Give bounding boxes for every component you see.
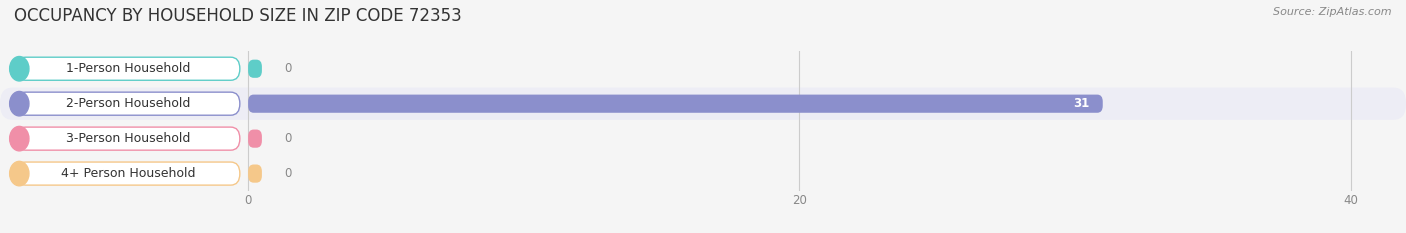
FancyBboxPatch shape (17, 57, 240, 80)
Text: 2-Person Household: 2-Person Household (66, 97, 190, 110)
Circle shape (10, 57, 30, 81)
Text: 31: 31 (1073, 97, 1090, 110)
FancyBboxPatch shape (247, 164, 262, 183)
Text: Source: ZipAtlas.com: Source: ZipAtlas.com (1274, 7, 1392, 17)
FancyBboxPatch shape (0, 88, 1406, 120)
FancyBboxPatch shape (17, 92, 240, 115)
FancyBboxPatch shape (0, 158, 1406, 190)
Text: 3-Person Household: 3-Person Household (66, 132, 190, 145)
FancyBboxPatch shape (247, 95, 1102, 113)
FancyBboxPatch shape (17, 127, 240, 150)
Text: 0: 0 (284, 132, 291, 145)
Circle shape (10, 127, 30, 151)
Text: 0: 0 (284, 62, 291, 75)
FancyBboxPatch shape (247, 60, 262, 78)
FancyBboxPatch shape (0, 53, 1406, 85)
FancyBboxPatch shape (247, 130, 262, 148)
FancyBboxPatch shape (0, 123, 1406, 155)
Text: 1-Person Household: 1-Person Household (66, 62, 190, 75)
Circle shape (10, 161, 30, 186)
Text: 0: 0 (284, 167, 291, 180)
Circle shape (10, 92, 30, 116)
FancyBboxPatch shape (17, 162, 240, 185)
Text: OCCUPANCY BY HOUSEHOLD SIZE IN ZIP CODE 72353: OCCUPANCY BY HOUSEHOLD SIZE IN ZIP CODE … (14, 7, 461, 25)
Text: 4+ Person Household: 4+ Person Household (60, 167, 195, 180)
